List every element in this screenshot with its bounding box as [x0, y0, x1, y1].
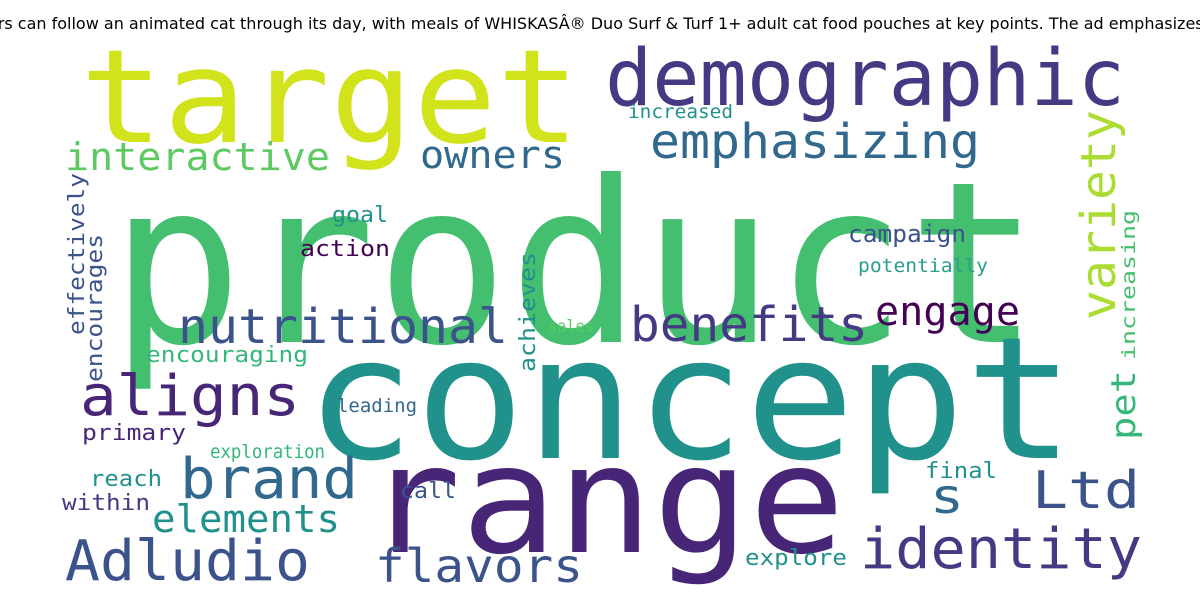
word-Adludio: Adludio — [65, 529, 310, 594]
word-Ltd: Ltd — [1032, 461, 1140, 521]
word-exploration: exploration — [210, 441, 325, 463]
word-elements: elements — [152, 497, 340, 541]
word-final: final — [925, 459, 997, 484]
word-encouraging: encouraging — [146, 343, 308, 368]
word-effectively: effectively — [65, 173, 90, 335]
word-potentially: potentially — [858, 255, 988, 277]
word-variety: variety — [1071, 110, 1127, 320]
word-flavors: flavors — [375, 539, 583, 593]
word-benefits: benefits — [630, 297, 868, 353]
word-sales: sales — [548, 317, 594, 337]
word-emphasizing: emphasizing — [650, 114, 980, 170]
word-engage: engage — [875, 289, 1020, 335]
word-s: s — [930, 469, 964, 525]
word-product: product — [110, 134, 1040, 396]
word-encourages: encourages — [83, 234, 108, 382]
word-aligns: aligns — [80, 364, 300, 429]
word-increasing: increasing — [1118, 210, 1140, 360]
word-campaign: campaign — [848, 220, 966, 248]
caption-text-content: ...ewers can follow an animated cat thro… — [0, 14, 1200, 33]
word-explore: explore — [745, 546, 847, 571]
word-target: target — [80, 21, 580, 173]
word-leading: leading — [337, 395, 417, 417]
word-owners: owners — [420, 133, 565, 177]
word-achieves: achieves — [516, 252, 541, 372]
word-call: call — [400, 479, 456, 504]
word-within: within — [62, 491, 150, 516]
caption-text: ...ewers can follow an animated cat thro… — [0, 14, 1200, 38]
word-pet: pet — [1104, 370, 1144, 440]
word-primary: primary — [82, 421, 186, 446]
word-goal: goal — [332, 203, 388, 228]
word-brand: brand — [180, 447, 358, 512]
word-reach: reach — [90, 467, 162, 492]
word-nutritional: nutritional — [178, 299, 508, 355]
word-increased: increased — [628, 101, 733, 123]
word-range: range — [365, 414, 845, 588]
word-concept: concept — [305, 301, 1075, 499]
word-action: action — [300, 237, 390, 262]
word-identity: identity — [860, 517, 1142, 582]
word-interactive: interactive — [65, 135, 330, 179]
word-demographic: demographic — [605, 34, 1125, 124]
